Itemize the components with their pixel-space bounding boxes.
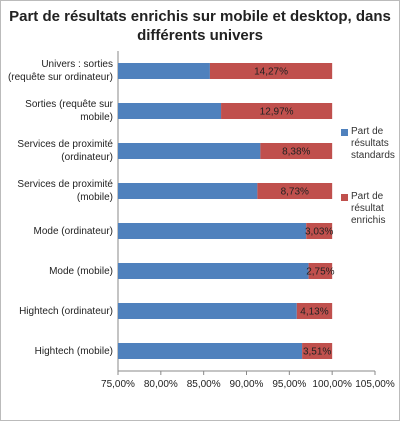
x-tick-label: 95,00% — [272, 379, 306, 390]
bar-segment — [118, 143, 261, 159]
bar-segment — [118, 343, 303, 359]
x-tick-label: 105,00% — [355, 379, 395, 390]
data-label: 8,38% — [282, 147, 310, 158]
x-tick-label: 85,00% — [187, 379, 221, 390]
category-label: Services de proximité (ordinateur) — [17, 139, 113, 163]
bar-segment — [296, 303, 333, 319]
legend-label: Part de résultats standards — [351, 126, 395, 161]
bar-segment — [308, 263, 333, 279]
bar-segment — [221, 103, 333, 119]
chart-title: Part de résultats enrichis sur mobile et… — [9, 8, 391, 44]
bar-segment — [209, 63, 333, 79]
category-label: Univers : sorties (requête sur ordinateu… — [7, 59, 113, 83]
bar-segment — [306, 223, 333, 239]
x-tick-label: 90,00% — [230, 379, 264, 390]
category-label: Sorties (requête sur mobile) — [25, 99, 113, 123]
category-label: Hightech (mobile) — [34, 345, 113, 357]
data-label: 14,27% — [254, 67, 288, 78]
data-label: 8,73% — [281, 187, 309, 198]
bar-segment — [118, 183, 258, 199]
legend-label: Part de résultat enrichis — [351, 191, 386, 226]
bar-segment — [260, 143, 333, 159]
bar-segment — [302, 343, 333, 359]
legend-swatch — [341, 129, 348, 136]
bar-segment — [118, 263, 309, 279]
x-tick-label: 75,00% — [101, 379, 135, 390]
x-tick-label: 100,00% — [312, 379, 352, 390]
bar-segment — [118, 303, 297, 319]
legend-swatch — [341, 194, 348, 201]
bar-segment — [118, 103, 222, 119]
data-label: 4,13% — [300, 307, 328, 318]
x-tick-label: 80,00% — [144, 379, 178, 390]
data-label: 3,51% — [303, 347, 331, 358]
data-label: 3,03% — [305, 227, 333, 238]
category-label: Mode (mobile) — [49, 265, 113, 277]
category-label: Hightech (ordinateur) — [19, 305, 113, 317]
data-label: 12,97% — [260, 107, 294, 118]
data-label: 2,75% — [306, 267, 334, 278]
category-label: Services de proximité (mobile) — [17, 179, 113, 203]
bar-segment — [118, 63, 210, 79]
bar-segment — [257, 183, 333, 199]
category-label: Mode (ordinateur) — [33, 225, 113, 237]
bar-segment — [118, 223, 307, 239]
